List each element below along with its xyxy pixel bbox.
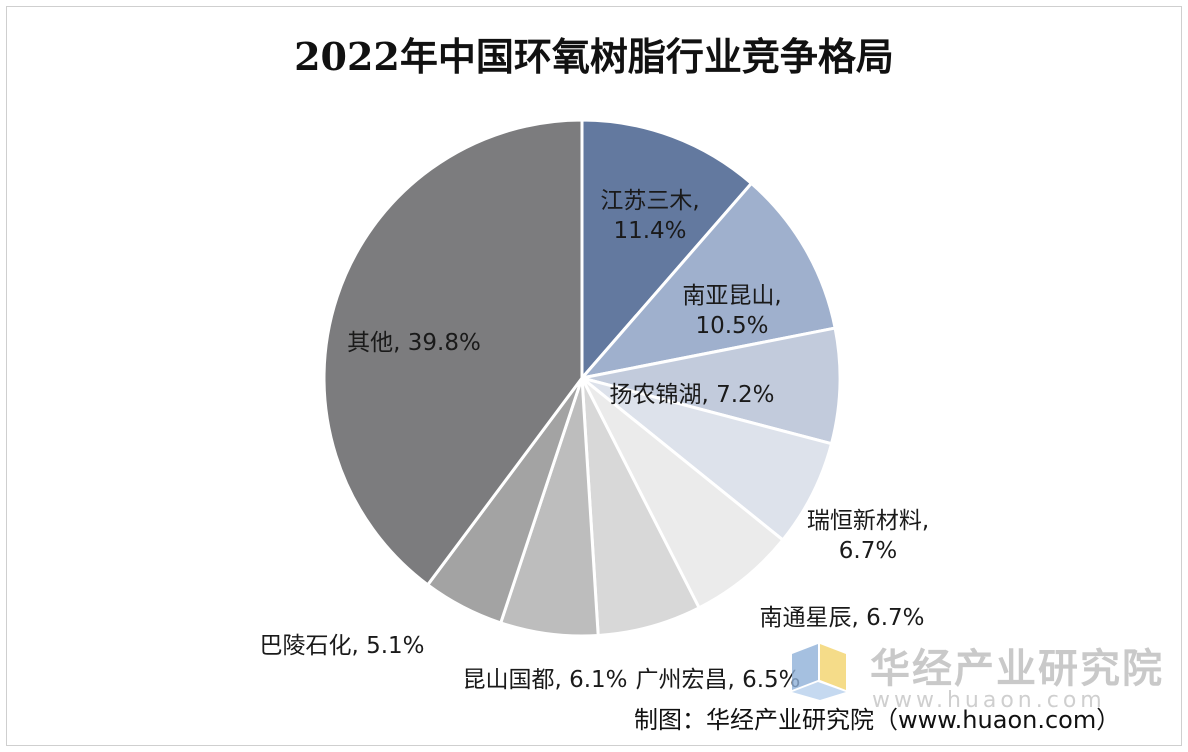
pie-slice-3 <box>580 326 842 446</box>
slice-label-2: 南亚昆山, 10.5% <box>682 283 781 339</box>
pie-slice-2 <box>580 181 837 380</box>
chart-title: 2022年中国环氧树脂行业竞争格局 <box>294 34 894 79</box>
slice-label-3: 扬农锦湖, 7.2% <box>609 382 774 408</box>
pie-slice-1 <box>580 118 753 380</box>
pie-slice-9 <box>322 118 584 587</box>
slice-label-8: 巴陵石化, 5.1% <box>259 633 424 659</box>
slice-label-5: 南通星辰, 6.7% <box>759 605 924 631</box>
slice-label-6: 广州宏昌, 6.5% <box>635 667 800 693</box>
source-note: 制图：华经产业研究院（www.huaon.com） <box>634 706 1121 734</box>
pie-slice-5 <box>580 376 785 610</box>
watermark-url: www.huaon.com <box>872 688 1106 713</box>
pie-slice-4 <box>580 376 833 542</box>
slice-label-4: 瑞恒新材料, 6.7% <box>807 508 929 564</box>
slice-label-1: 江苏三木, 11.4% <box>600 188 699 244</box>
slice-label-7: 昆山国都, 6.1% <box>462 667 627 693</box>
watermark-brand: 华经产业研究院 <box>870 646 1164 692</box>
watermark-logo-icon <box>792 644 846 700</box>
slice-label-9: 其他, 39.8% <box>347 330 481 356</box>
